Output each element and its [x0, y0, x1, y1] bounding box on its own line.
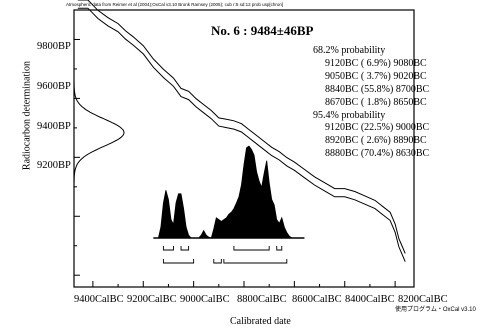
calibration-source-note: Atmospheric data from Reimer et al (2004…: [66, 3, 283, 8]
prob-95-range-2: 8920BC ( 2.6%) 8890BC: [325, 135, 427, 146]
prob-68-range-2: 9050BC ( 3.7%) 9020BC: [325, 71, 427, 82]
y-tick-label-9400: 9400BP: [37, 121, 71, 132]
prob-95-range-1: 9120BC (22.5%) 9000BC: [325, 122, 429, 133]
range-68-bracket-3: [234, 246, 269, 250]
range-95-bracket-1: [163, 259, 193, 263]
y-tick-label-9800: 9800BP: [37, 41, 71, 52]
y-tick-label-9600: 9600BP: [37, 81, 71, 92]
prob-68-range-4: 8670BC ( 1.8%) 8650BC: [325, 97, 427, 108]
prob-68-heading: 68.2% probability: [313, 45, 385, 56]
prob-68-range-3: 8840BC (55.8%) 8700BC: [325, 84, 429, 95]
software-credit: 使用プログラム・OxCal v3.10: [395, 304, 476, 313]
radiocarbon-measurement-curve: [74, 72, 124, 193]
probability-range-brackets: [163, 246, 286, 263]
x-tick-label-9400: 9400CalBC: [74, 294, 124, 305]
sample-title: No. 6 : 9484±46BP: [211, 24, 313, 37]
x-tick-label-8400: 8400CalBC: [345, 294, 395, 305]
y-tick-label-9200: 9200BP: [37, 160, 71, 171]
x-axis-label: Calibrated date: [230, 316, 291, 327]
x-tick-label-9200: 9200CalBC: [127, 294, 177, 305]
x-tick-label-9000: 9000CalBC: [180, 294, 230, 305]
x-tick-label-8600: 8600CalBC: [292, 294, 342, 305]
range-95-bracket-3: [224, 259, 287, 263]
calibrated-distribution: [153, 146, 304, 238]
range-95-bracket-2: [214, 259, 222, 263]
measurement-gaussian-curve: [74, 72, 124, 193]
x-tick-label-8800: 8800CalBC: [237, 294, 287, 305]
range-68-bracket-4: [277, 246, 282, 250]
range-68-bracket-2: [181, 246, 189, 250]
range-68-bracket-1: [163, 246, 173, 250]
y-axis-label: Radiocarbon determination: [22, 46, 33, 186]
prob-95-range-3: 8880BC (70.4%) 8630BC: [325, 148, 429, 159]
prob-68-range-1: 9120BC ( 6.9%) 9080BC: [325, 58, 427, 69]
distribution-area: [158, 146, 292, 238]
prob-95-heading: 95.4% probability: [313, 110, 385, 121]
